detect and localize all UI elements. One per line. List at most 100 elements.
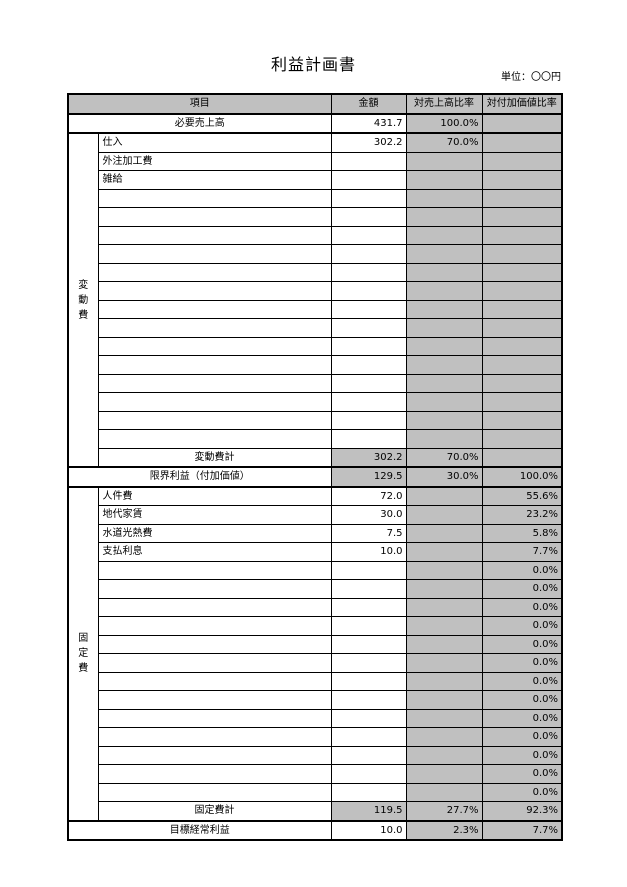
ratio-value-added-cell xyxy=(481,112,563,134)
table-row xyxy=(68,299,563,319)
item-label-cell[interactable] xyxy=(97,727,332,747)
item-label-cell[interactable]: 水道光熱費 xyxy=(97,523,332,543)
item-label-cell[interactable] xyxy=(97,207,332,227)
ratio-value-added-cell xyxy=(481,318,563,338)
ratio-sales-cell xyxy=(405,207,483,227)
amount-cell[interactable] xyxy=(330,764,407,784)
item-label-cell[interactable]: 支払利息 xyxy=(97,542,332,562)
amount-cell[interactable] xyxy=(330,244,407,264)
table-row: 固定費計 119.5 27.7% 92.3% xyxy=(68,801,563,821)
ratio-sales-cell xyxy=(405,523,483,543)
item-label-cell[interactable] xyxy=(97,392,332,412)
item-label-cell[interactable] xyxy=(97,616,332,636)
item-label-cell[interactable] xyxy=(97,579,332,599)
amount-cell[interactable] xyxy=(330,299,407,319)
item-label-cell[interactable] xyxy=(97,597,332,617)
amount-cell[interactable] xyxy=(330,708,407,728)
item-label-cell[interactable]: 仕入 xyxy=(97,132,332,153)
ratio-sales-cell xyxy=(405,336,483,356)
ratio-sales-cell xyxy=(405,355,483,375)
amount-cell[interactable] xyxy=(330,616,407,636)
item-label-cell[interactable] xyxy=(97,690,332,710)
item-label-cell[interactable] xyxy=(97,708,332,728)
amount-cell[interactable]: 431.7 xyxy=(330,112,407,134)
amount-cell[interactable] xyxy=(330,671,407,691)
ratio-value-added-cell xyxy=(481,132,563,153)
amount-cell[interactable] xyxy=(330,579,407,599)
item-label-cell[interactable] xyxy=(97,429,332,449)
amount-cell[interactable] xyxy=(330,318,407,338)
item-label-cell[interactable] xyxy=(97,560,332,580)
item-label-cell[interactable] xyxy=(97,225,332,245)
item-label-cell[interactable] xyxy=(97,671,332,691)
item-label-cell[interactable] xyxy=(97,764,332,784)
table-row: 固定費人件費 72.0 55.6% xyxy=(67,485,563,821)
amount-cell[interactable] xyxy=(330,782,407,802)
amount-cell[interactable] xyxy=(330,429,407,449)
item-label-cell[interactable]: 雑給 xyxy=(97,170,332,190)
ratio-sales-cell xyxy=(405,597,483,617)
amount-cell[interactable] xyxy=(330,727,407,747)
item-label-cell[interactable] xyxy=(97,244,332,264)
amount-cell[interactable] xyxy=(330,560,407,580)
amount-cell[interactable] xyxy=(330,690,407,710)
amount-cell[interactable]: 30.0 xyxy=(330,505,407,525)
ratio-sales-cell xyxy=(405,392,483,412)
table-row: 0.0% xyxy=(68,745,563,765)
amount-cell[interactable] xyxy=(330,745,407,765)
amount-cell[interactable]: 72.0 xyxy=(330,485,407,506)
amount-cell[interactable] xyxy=(330,392,407,412)
amount-cell[interactable] xyxy=(330,170,407,190)
table-row: 変動費計 302.2 70.0% xyxy=(68,447,563,468)
item-label-cell[interactable] xyxy=(97,262,332,282)
item-label-cell[interactable]: 外注加工費 xyxy=(97,151,332,171)
item-label-cell[interactable] xyxy=(97,318,332,338)
item-label-cell[interactable] xyxy=(97,634,332,654)
item-label-cell[interactable]: 地代家賃 xyxy=(97,505,332,525)
ratio-sales-cell xyxy=(405,671,483,691)
amount-cell[interactable] xyxy=(330,355,407,375)
ratio-sales-cell: 30.0% xyxy=(405,466,483,487)
amount-cell[interactable] xyxy=(330,262,407,282)
amount-cell[interactable] xyxy=(330,373,407,393)
amount-cell[interactable] xyxy=(330,410,407,430)
table-row xyxy=(68,410,563,430)
amount-cell[interactable]: 10.0 xyxy=(330,819,407,841)
amount-cell[interactable] xyxy=(330,336,407,356)
amount-cell[interactable]: 302.2 xyxy=(330,132,407,153)
amount-cell[interactable] xyxy=(330,634,407,654)
ratio-sales-cell: 100.0% xyxy=(405,112,483,134)
table-row xyxy=(68,188,563,208)
ratio-value-added-cell: 0.0% xyxy=(481,671,563,691)
ratio-sales-cell xyxy=(405,542,483,562)
item-label-cell[interactable] xyxy=(97,410,332,430)
item-label-cell[interactable] xyxy=(97,188,332,208)
amount-cell[interactable] xyxy=(330,653,407,673)
table-row: 0.0% xyxy=(68,782,563,802)
amount-cell[interactable]: 10.0 xyxy=(330,542,407,562)
item-label-cell[interactable] xyxy=(97,373,332,393)
ratio-sales-cell xyxy=(405,782,483,802)
amount-cell[interactable] xyxy=(330,281,407,301)
col-header-ratio-sales: 対売上高比率 xyxy=(405,93,483,115)
item-label-cell[interactable] xyxy=(97,653,332,673)
unit-label: 単位：〇〇円 xyxy=(501,72,561,83)
amount-cell[interactable] xyxy=(330,207,407,227)
item-label-cell[interactable] xyxy=(97,355,332,375)
ratio-value-added-cell xyxy=(481,447,563,468)
amount-cell[interactable] xyxy=(330,225,407,245)
ratio-value-added-cell: 0.0% xyxy=(481,782,563,802)
ratio-value-added-cell xyxy=(481,410,563,430)
item-label-cell[interactable] xyxy=(97,336,332,356)
item-label-cell[interactable]: 人件費 xyxy=(97,485,332,506)
ratio-sales-cell xyxy=(405,690,483,710)
amount-cell[interactable] xyxy=(330,151,407,171)
item-label-cell[interactable] xyxy=(97,299,332,319)
ratio-sales-cell xyxy=(405,170,483,190)
amount-cell[interactable] xyxy=(330,597,407,617)
amount-cell[interactable]: 7.5 xyxy=(330,523,407,543)
amount-cell[interactable] xyxy=(330,188,407,208)
item-label-cell[interactable] xyxy=(97,745,332,765)
item-label-cell[interactable] xyxy=(97,782,332,802)
item-label-cell[interactable] xyxy=(97,281,332,301)
